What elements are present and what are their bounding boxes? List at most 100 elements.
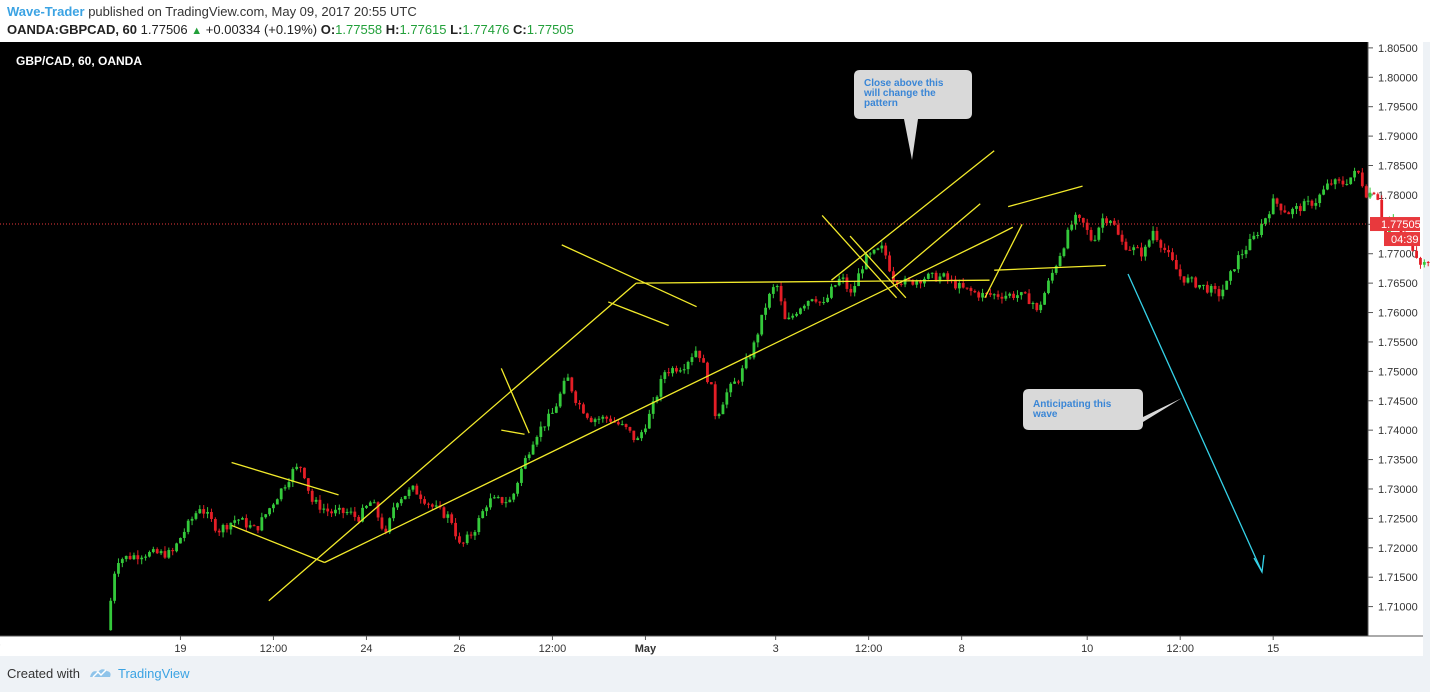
- candle-body: [551, 412, 554, 414]
- candle-body: [1186, 277, 1190, 283]
- trend-line: [324, 238, 990, 564]
- ohlc-line: OANDA:GBPCAD, 60 1.77506 ▲ +0.00334 (+0.…: [7, 22, 574, 37]
- candle-body: [399, 499, 403, 504]
- candle-body: [357, 516, 361, 522]
- candle-body: [682, 369, 686, 371]
- candle-body: [1240, 254, 1244, 256]
- close-label: C:: [513, 22, 527, 37]
- candle-body: [492, 497, 496, 499]
- candle-body: [779, 285, 783, 302]
- trend-line: [231, 524, 325, 564]
- y-tick-label: 1.79000: [1378, 131, 1418, 143]
- candle-body: [1345, 183, 1349, 185]
- candle-body: [1120, 234, 1124, 242]
- candle-body: [737, 381, 740, 383]
- candle-body: [1322, 189, 1325, 195]
- candle-body: [1267, 214, 1271, 219]
- trend-line: [501, 429, 525, 435]
- candle-body: [1225, 280, 1229, 290]
- candle-body: [791, 315, 795, 318]
- candle-body: [461, 542, 465, 544]
- candle-body: [411, 485, 415, 490]
- candle-body: [194, 513, 198, 519]
- price-chart[interactable]: GBP/CAD, 60, OANDA 1.80500 1.80000 1.79500…: [0, 42, 1430, 656]
- candle-body: [248, 525, 252, 528]
- tradingview-link[interactable]: TradingView: [118, 666, 190, 681]
- candle-body: [818, 301, 822, 303]
- candle-body: [368, 502, 372, 506]
- candle-body: [799, 308, 802, 314]
- author-link[interactable]: Wave-Trader: [7, 4, 85, 19]
- candle-body: [469, 534, 473, 536]
- x-tick-label: 12:00: [855, 643, 883, 655]
- annotation-callout-1[interactable]: [854, 70, 972, 160]
- candle-body: [179, 537, 182, 544]
- candle-body: [1202, 284, 1205, 286]
- y-tick-label: 1.73500: [1378, 455, 1418, 467]
- candle-body: [496, 497, 500, 499]
- candle-body: [434, 505, 438, 507]
- candle-body: [283, 487, 287, 489]
- candle-body: [407, 489, 411, 496]
- candle-body: [930, 272, 934, 274]
- candle-body: [1074, 214, 1077, 225]
- trend-line: [989, 226, 1014, 240]
- candle-body: [841, 277, 845, 279]
- annotation-text-1: Close above this will change the pattern: [863, 78, 946, 109]
- candle-body: [954, 279, 957, 289]
- candle-body: [1023, 292, 1027, 294]
- high-label: H:: [385, 22, 400, 37]
- candle-body: [217, 530, 221, 533]
- candle-body: [465, 534, 469, 544]
- candle-body: [419, 494, 423, 500]
- candle-body: [295, 466, 299, 470]
- candle-body: [946, 273, 950, 280]
- candle-body: [1221, 289, 1225, 297]
- candle-body: [210, 512, 213, 519]
- candle-body: [899, 283, 903, 285]
- price-axis[interactable]: [1368, 42, 1423, 636]
- candle-body: [1426, 261, 1430, 263]
- projection-arrow-line: [1127, 273, 1263, 573]
- candle-body: [229, 522, 233, 530]
- y-tick-label: 1.74000: [1378, 425, 1418, 437]
- y-tick-label: 1.75500: [1378, 337, 1418, 349]
- candle-body: [574, 391, 578, 403]
- symbol-label: OANDA:GBPCAD, 60: [7, 22, 138, 37]
- candle-body: [775, 285, 779, 288]
- candle-body: [159, 551, 163, 554]
- trend-line: [231, 461, 339, 496]
- annotation-callout-2[interactable]: [1023, 389, 1182, 430]
- candle-body: [1326, 183, 1329, 190]
- candle-body: [892, 271, 895, 282]
- candle-body: [225, 524, 229, 530]
- candle-body: [175, 543, 178, 552]
- candle-body: [1198, 284, 1201, 288]
- candle-body: [636, 438, 640, 441]
- candle-body: [1132, 247, 1136, 251]
- candle-body: [268, 508, 271, 515]
- plot-background[interactable]: [0, 42, 1368, 636]
- candle-body: [326, 508, 330, 512]
- candle-body: [1019, 292, 1023, 296]
- candle-body: [198, 509, 202, 514]
- candle-body: [1318, 194, 1322, 204]
- candle-body: [252, 525, 256, 527]
- y-tick-label: 1.76000: [1378, 308, 1418, 320]
- x-tick-label: 12:00: [539, 643, 567, 655]
- candle-body: [768, 293, 771, 308]
- candle-body: [446, 514, 450, 518]
- created-with-label: Created with: [7, 666, 80, 681]
- candle-body: [1058, 256, 1062, 267]
- candle-body: [458, 536, 461, 543]
- candle-body: [314, 499, 318, 502]
- time-axis[interactable]: [0, 636, 1423, 656]
- candle-body: [1380, 199, 1384, 220]
- candle-body: [481, 511, 485, 519]
- candle-body: [566, 377, 570, 381]
- candle-body: [740, 368, 744, 382]
- candle-body: [500, 497, 504, 504]
- candle-body: [632, 430, 636, 441]
- candle-body: [233, 520, 237, 523]
- candle-body: [190, 518, 194, 521]
